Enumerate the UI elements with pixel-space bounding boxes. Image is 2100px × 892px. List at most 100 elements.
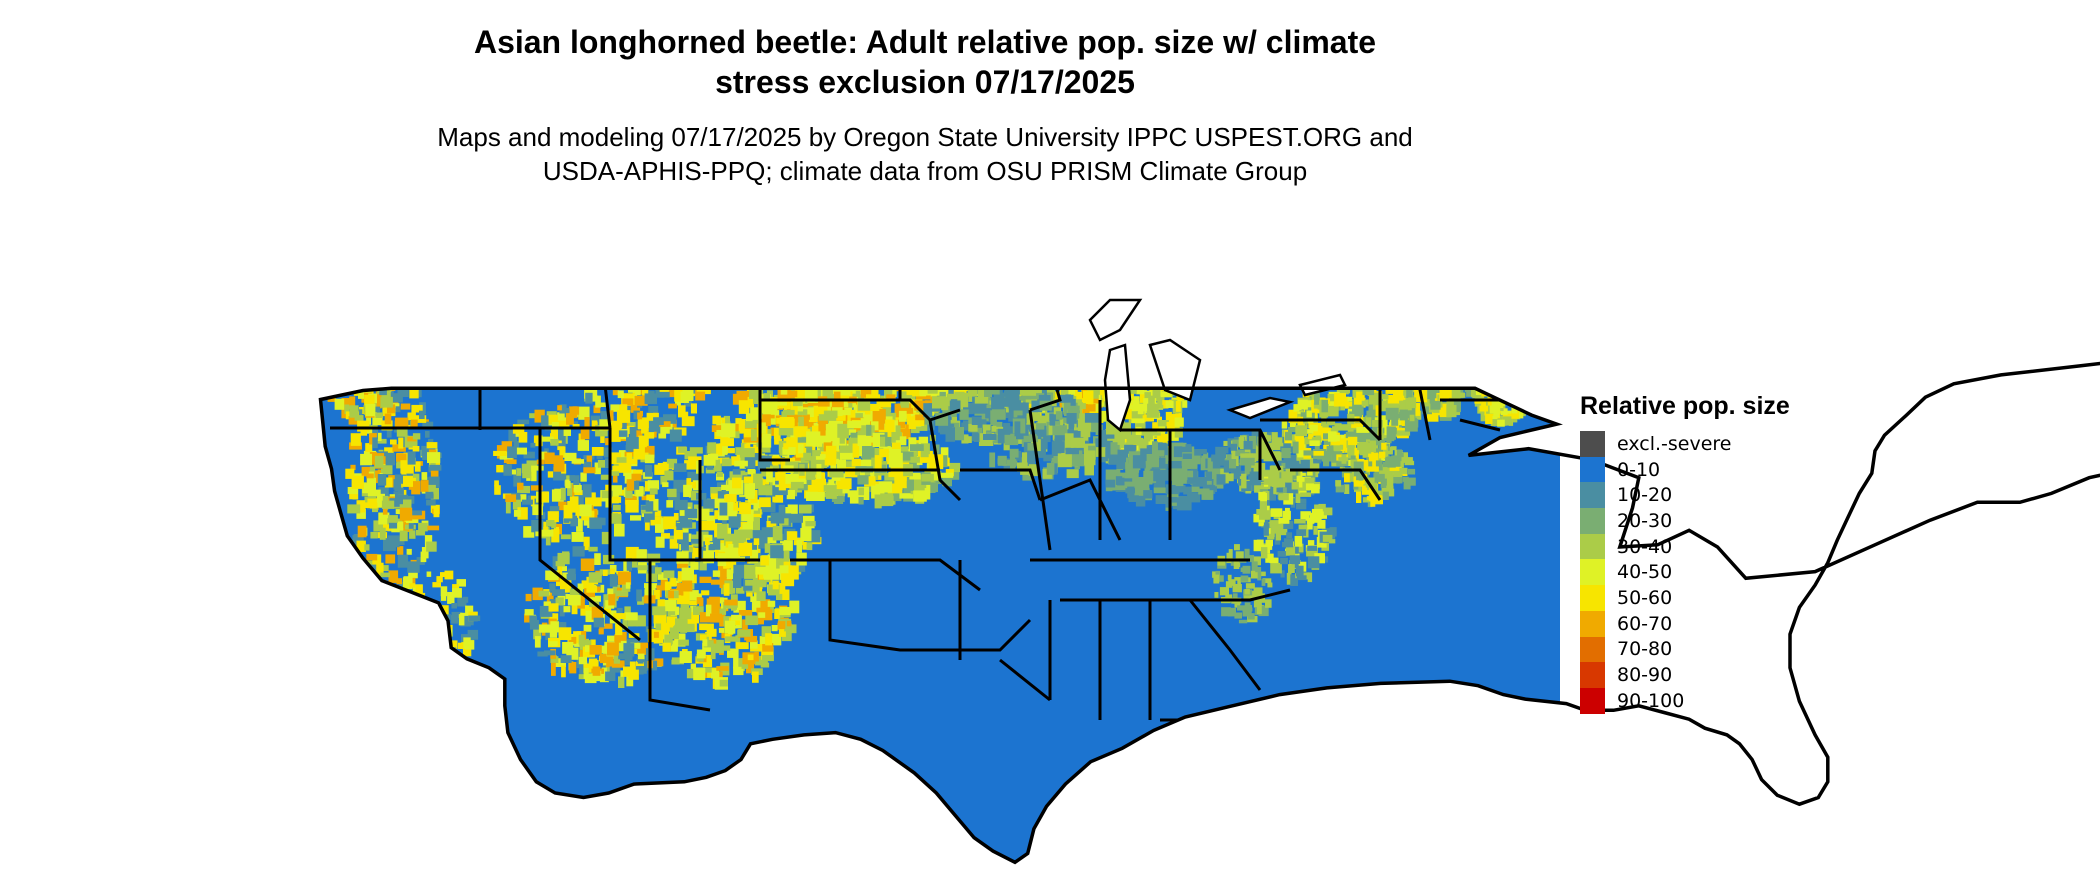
map-cell: [887, 483, 903, 494]
map-cell: [417, 620, 422, 632]
map-cell: [923, 336, 932, 347]
map-cell: [500, 288, 505, 297]
map-cell: [682, 389, 694, 401]
map-cell: [855, 249, 869, 262]
map-cell: [677, 279, 684, 295]
map-cell: [570, 517, 578, 527]
map-subtitle: Maps and modeling 07/17/2025 by Oregon S…: [0, 120, 1850, 188]
map-cell: [586, 585, 598, 593]
map-cell: [942, 423, 955, 430]
map-cell: [837, 304, 851, 314]
map-cell: [1032, 345, 1040, 357]
map-cell: [812, 280, 824, 295]
map-cell: [682, 307, 693, 314]
map-cell: [490, 270, 502, 281]
map-cell: [1042, 373, 1052, 380]
map-cell: [1027, 333, 1040, 342]
map-cell: [618, 419, 627, 430]
map-cell: [335, 270, 348, 279]
map-cell: [1010, 361, 1017, 368]
map-cell: [484, 246, 491, 255]
map-cell: [1087, 362, 1097, 374]
map-cell: [764, 294, 781, 305]
map-cell: [848, 329, 854, 345]
map-cell: [1153, 487, 1167, 494]
map-cell: [841, 360, 854, 367]
map-cell: [997, 455, 1007, 466]
map-cell: [855, 369, 866, 379]
map-cell: [658, 312, 674, 325]
map-cell: [963, 300, 979, 316]
map-cell: [689, 600, 698, 606]
map-cell: [846, 264, 857, 274]
map-cell: [822, 336, 839, 343]
map-cell: [831, 275, 846, 283]
map-cell: [981, 381, 993, 388]
map-cell: [1020, 335, 1026, 349]
map-cell: [912, 292, 919, 307]
map-cell: [1055, 411, 1063, 420]
map-cell: [745, 485, 755, 499]
map-cell: [435, 640, 441, 649]
map-cell: [900, 401, 910, 408]
map-cell: [829, 268, 839, 279]
map-cell: [501, 318, 512, 331]
map-cell: [859, 295, 866, 311]
map-cell: [513, 473, 521, 487]
map-cell: [659, 463, 669, 471]
map-cell: [853, 364, 861, 381]
map-cell: [1152, 429, 1161, 436]
map-cell: [830, 372, 838, 380]
map-cell: [563, 606, 571, 613]
map-cell: [910, 456, 920, 463]
map-cell: [951, 306, 961, 319]
map-cell: [1067, 325, 1075, 335]
map-cell: [676, 317, 685, 329]
map-cell: [441, 347, 450, 355]
map-cell: [806, 267, 819, 279]
map-cell: [806, 541, 813, 551]
map-cell: [729, 280, 737, 292]
map-cell: [930, 334, 942, 349]
map-cell: [745, 294, 753, 311]
map-cell: [588, 284, 596, 293]
map-cell: [655, 619, 662, 633]
map-cell: [770, 321, 778, 337]
map-cell: [553, 658, 566, 667]
map-cell: [936, 329, 951, 343]
map-cell: [619, 265, 630, 271]
map-cell: [626, 653, 633, 660]
map-cell: [774, 438, 783, 445]
map-cell: [404, 435, 418, 448]
map-cell: [882, 272, 893, 289]
map-cell: [790, 513, 803, 523]
map-cell: [589, 269, 604, 280]
map-cell: [744, 302, 751, 315]
map-cell: [1136, 341, 1149, 348]
map-cell: [645, 508, 655, 520]
map-cell: [650, 322, 663, 333]
map-cell: [618, 450, 627, 458]
map-cell: [620, 287, 633, 303]
map-cell: [505, 290, 513, 297]
map-cell: [657, 261, 666, 272]
map-cell: [517, 272, 524, 286]
map-cell: [626, 452, 633, 464]
map-cell: [388, 376, 400, 385]
map-cell: [648, 406, 659, 413]
map-cell: [874, 455, 882, 470]
map-cell: [1037, 352, 1051, 360]
map-cell: [1230, 443, 1238, 451]
map-cell: [357, 525, 367, 538]
map-cell: [594, 296, 606, 310]
map-cell: [410, 510, 422, 516]
map-cell: [690, 481, 696, 489]
map-cell: [756, 290, 772, 305]
map-cell: [717, 608, 727, 615]
map-cell: [935, 323, 947, 337]
map-cell: [1004, 412, 1010, 419]
map-cell: [803, 376, 811, 383]
map-cell: [1052, 310, 1064, 325]
map-cell: [688, 262, 702, 272]
map-cell: [615, 361, 622, 371]
